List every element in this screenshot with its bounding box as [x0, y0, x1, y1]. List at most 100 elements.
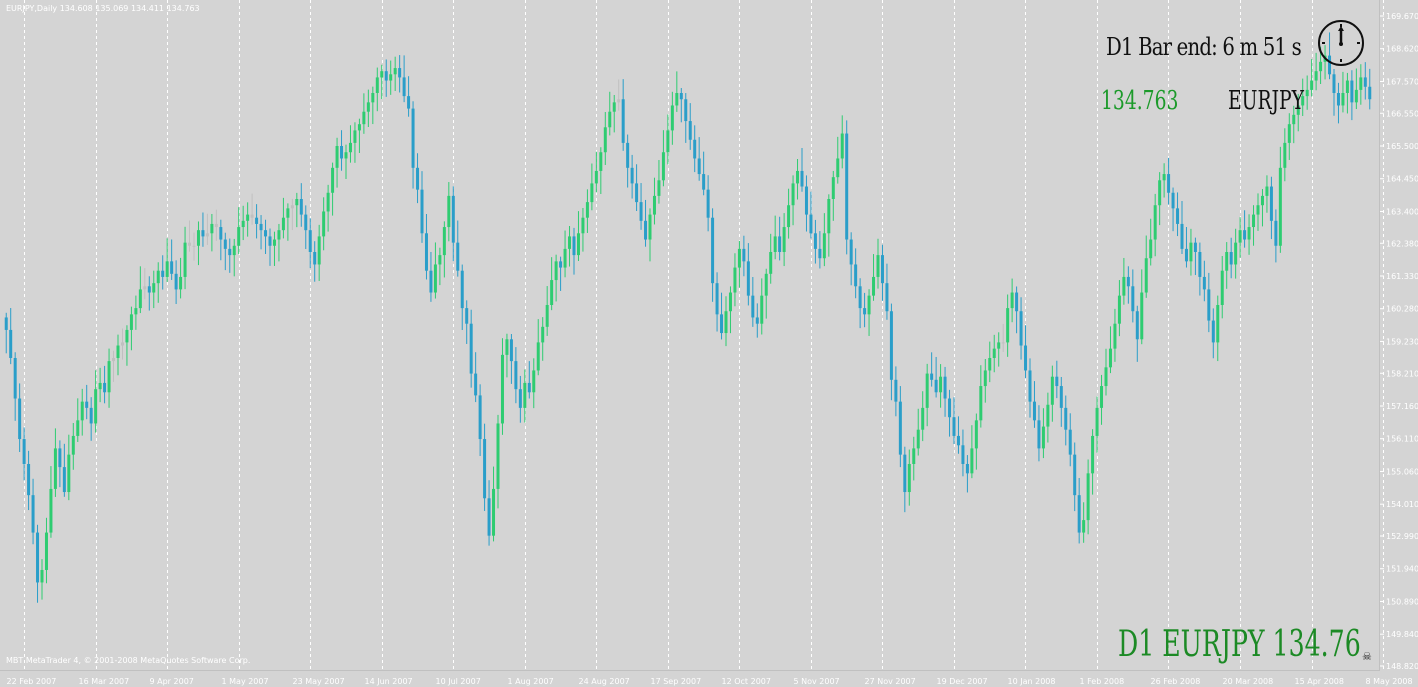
candle-body: [492, 488, 496, 536]
candle-body: [889, 311, 893, 380]
y-tick-label: 166.550: [1386, 109, 1418, 118]
candle-body: [380, 71, 384, 78]
candle-body: [930, 373, 934, 380]
candle-body: [112, 357, 116, 362]
candle-body: [997, 342, 1001, 349]
y-tick-label: 168.620: [1386, 45, 1418, 54]
candle-body: [1310, 80, 1314, 90]
candle-body: [1068, 429, 1072, 455]
candle-body: [872, 276, 876, 296]
candle-body: [876, 255, 880, 277]
candle-body: [27, 463, 31, 496]
candle-body: [210, 223, 214, 234]
candle-body: [1158, 180, 1162, 206]
candle-body: [228, 248, 232, 256]
candle-body: [617, 99, 621, 103]
x-tick-label: 5 Nov 2007: [794, 677, 840, 686]
candle-body: [411, 108, 415, 168]
candle-body: [621, 99, 625, 143]
y-tick-label: 159.230: [1386, 337, 1418, 346]
bid-price: 134.763: [1101, 86, 1179, 116]
candle-body: [1126, 276, 1130, 287]
x-tick-label: 1 Feb 2008: [1080, 677, 1125, 686]
chart-area[interactable]: [0, 0, 1380, 671]
y-axis: 169.670 168.620 167.570 166.550 165.500 164.4…: [1380, 12, 1418, 671]
candle-body: [1001, 342, 1005, 344]
candle-body: [697, 158, 701, 175]
candle-body: [612, 102, 616, 112]
y-tick-label: 162.380: [1386, 239, 1418, 248]
candle-body: [116, 345, 120, 358]
candle-body: [259, 223, 263, 231]
candle-body: [402, 77, 406, 97]
candle-body: [804, 186, 808, 215]
candle-body: [62, 467, 66, 493]
candle-body: [1332, 74, 1336, 94]
candle-body: [272, 239, 276, 246]
candle-body: [1319, 61, 1323, 72]
candle-body: [478, 395, 482, 440]
candle-body: [237, 227, 241, 246]
y-tick-label: 158.210: [1386, 369, 1418, 378]
candle-body: [371, 93, 375, 103]
candle-body: [907, 463, 911, 493]
y-tick-label: 163.400: [1386, 207, 1418, 216]
candle-body: [711, 217, 715, 284]
y-tick-label: 155.060: [1386, 467, 1418, 476]
candle-body: [626, 142, 630, 168]
candle-body: [554, 261, 558, 281]
x-tick-label: 8 May 2008: [1366, 677, 1413, 686]
candle-body: [1341, 93, 1345, 106]
candle-body: [778, 236, 782, 252]
candle-body: [384, 71, 388, 81]
candle-body: [1238, 230, 1242, 243]
x-tick-label: 17 Sep 2007: [651, 677, 702, 686]
y-tick-label: 161.330: [1386, 272, 1418, 281]
candle-body: [1225, 251, 1229, 271]
x-tick-label: 23 May 2007: [293, 677, 345, 686]
candle-body: [362, 111, 366, 125]
candle-body: [308, 230, 312, 252]
candle-body: [447, 195, 451, 228]
candle-body: [1354, 89, 1358, 103]
candle-body: [1073, 454, 1077, 496]
y-tick-label: 165.500: [1386, 142, 1418, 151]
candle-body: [693, 139, 697, 159]
candle-body: [353, 130, 357, 143]
y-tick-label: 148.820: [1386, 662, 1418, 671]
candle-body: [1269, 186, 1273, 221]
bar-end-timer: D1 Bar end: 6 m 51 s: [1106, 33, 1302, 61]
candle-body: [44, 532, 48, 570]
candle-body: [822, 233, 826, 259]
candle-body: [769, 251, 773, 274]
candle-body: [357, 124, 361, 131]
candle-body: [952, 417, 956, 436]
candle-body: [214, 223, 218, 228]
candle-body: [782, 227, 786, 252]
candle-body: [1135, 311, 1139, 340]
candle-body: [706, 189, 710, 218]
candle-body: [1144, 258, 1148, 293]
candle-body: [1050, 376, 1054, 405]
y-tick-label: 160.280: [1386, 305, 1418, 314]
candle-body: [246, 214, 250, 221]
candle-body: [1055, 376, 1059, 387]
candle-body: [684, 99, 688, 122]
candle-body: [961, 445, 965, 464]
candle-body: [416, 167, 420, 190]
candle-body: [1301, 96, 1305, 106]
candle-body: [1095, 407, 1099, 436]
candle-body: [1305, 89, 1309, 97]
candle-body: [974, 420, 978, 449]
candle-body: [737, 248, 741, 268]
candle-body: [1207, 289, 1211, 321]
candle-body: [992, 348, 996, 358]
candle-body: [755, 317, 759, 324]
candle-body: [1041, 426, 1045, 449]
x-tick-label: 26 Feb 2008: [1151, 677, 1201, 686]
candle-body: [13, 357, 17, 399]
candle-body: [317, 236, 321, 265]
candle-body: [608, 111, 612, 128]
candle-body: [679, 93, 683, 100]
